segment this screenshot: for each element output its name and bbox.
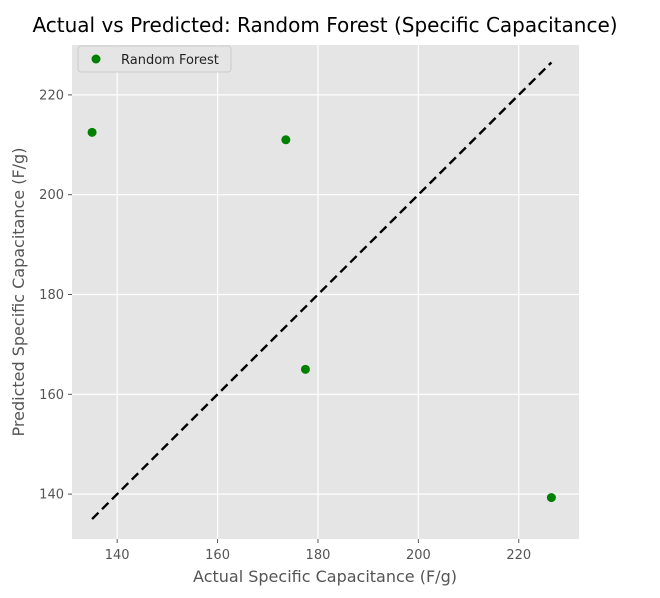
y-axis-label: Predicted Specific Capacitance (F/g) bbox=[9, 148, 28, 437]
chart-title: Actual vs Predicted: Random Forest (Spec… bbox=[32, 13, 617, 37]
reference-line bbox=[91, 61, 553, 520]
y-tick-label: 220 bbox=[39, 88, 64, 103]
data-point bbox=[300, 364, 310, 374]
reference-line-layer bbox=[91, 61, 553, 520]
legend-box bbox=[77, 45, 232, 73]
x-tick-label: 200 bbox=[406, 548, 431, 563]
x-tick-label: 140 bbox=[105, 548, 130, 563]
x-tick-label: 180 bbox=[306, 548, 331, 563]
grid-layer bbox=[72, 45, 579, 539]
tick-labels-layer: 140 160 180 200 220 140 160 180 200 220 bbox=[39, 88, 531, 563]
y-tick-label: 160 bbox=[39, 388, 64, 403]
x-tick-label: 160 bbox=[205, 548, 230, 563]
data-point bbox=[281, 135, 291, 145]
y-tick-label: 140 bbox=[39, 488, 64, 503]
y-tick-label: 200 bbox=[39, 188, 64, 203]
data-point bbox=[87, 127, 97, 137]
legend: Random Forest bbox=[77, 45, 232, 73]
y-tick-label: 180 bbox=[39, 288, 64, 303]
x-tick-label: 220 bbox=[506, 548, 531, 563]
legend-marker bbox=[91, 54, 101, 64]
data-point bbox=[546, 493, 556, 503]
x-axis-label: Actual Specific Capacitance (F/g) bbox=[193, 567, 457, 586]
data-points-layer bbox=[87, 127, 556, 503]
legend-entry-random-forest: Random Forest bbox=[121, 53, 219, 68]
